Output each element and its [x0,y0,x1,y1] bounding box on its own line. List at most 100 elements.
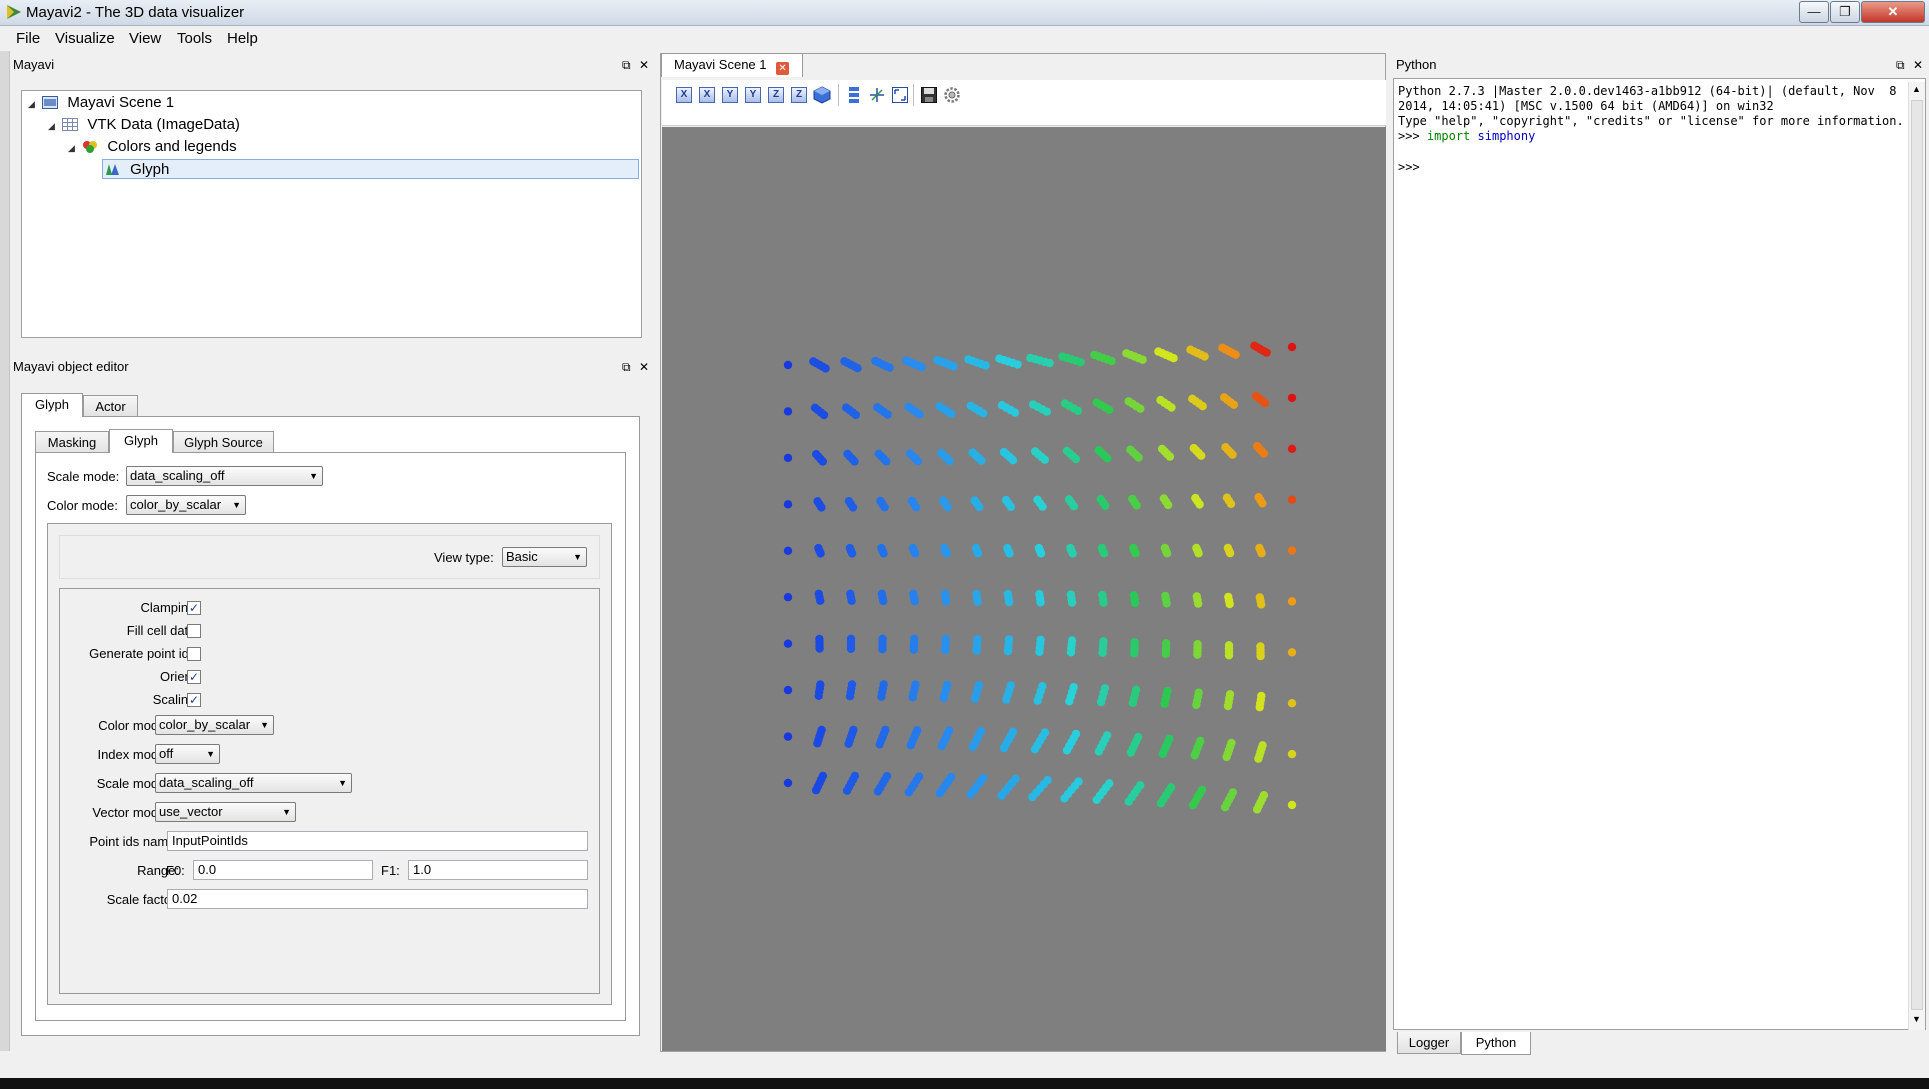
tree-item-glyph-selected[interactable]: Glyph [102,159,639,179]
glyph-sphere [973,549,983,558]
glyph-sphere [1258,499,1267,508]
point-ids-name-input[interactable]: InputPointIds [167,831,588,851]
glyph-sphere [973,597,982,606]
scale-factor-input[interactable]: 0.02 [167,889,588,909]
dropdown-arrow-icon: ▼ [206,749,215,759]
glyph-sphere [885,363,894,372]
glyph-sphere [1132,501,1141,510]
float-dock-icon[interactable]: ⧉ [622,58,631,72]
collapse-triangle-icon[interactable]: ◢ [48,121,55,131]
glyph-sphere [1169,354,1178,363]
glyph-sphere [1287,342,1297,352]
index-mode-select[interactable]: off ▼ [155,744,220,764]
save-icon[interactable] [920,86,938,104]
close-window-button[interactable]: ✕ [1861,1,1925,23]
menu-view[interactable]: View [129,30,162,47]
view-z-pos-button[interactable]: Z [791,87,807,103]
glyph-sphere [1195,500,1204,509]
generate-point-ids-checkbox[interactable] [187,647,201,661]
toolbar-separator [838,84,839,106]
view-type-select[interactable]: Basic ▼ [502,547,587,567]
glyph-sphere [979,409,988,418]
scroll-up-icon[interactable]: ▲ [1912,84,1921,94]
dropdown-arrow-icon: ▼ [309,471,318,481]
tab-actor[interactable]: Actor [83,395,138,417]
tab-python[interactable]: Python [1461,1032,1531,1055]
scrollbar-thumb[interactable] [1911,100,1923,1010]
parallel-projection-icon[interactable] [846,86,862,104]
color-mode-select[interactable]: color_by_scalar ▼ [126,495,246,515]
settings-icon[interactable] [943,86,961,104]
axes-icon[interactable] [868,86,886,104]
vector-mode-label: Vector mode: [92,805,169,820]
tab-masking[interactable]: Masking [35,431,109,453]
menu-file[interactable]: File [16,30,41,47]
tab-glyph-source[interactable]: Glyph Source [173,431,274,453]
console-prompt[interactable]: >>> [1398,160,1420,174]
float-dock-icon[interactable]: ⧉ [1896,58,1905,72]
collapse-triangle-icon[interactable]: ◢ [68,143,75,153]
view-x-pos-button[interactable]: X [699,87,715,103]
scale-mode-select-2[interactable]: data_scaling_off ▼ [155,773,352,793]
fullscreen-icon[interactable] [891,86,909,104]
glyph-sphere [947,409,956,418]
glyph-sphere [1223,701,1233,711]
tree-item-colors-legends[interactable]: ◢ Colors and legends [68,137,237,157]
python-console[interactable] [1393,78,1926,1030]
glyph-sphere [853,364,862,373]
view-x-neg-button[interactable]: X [676,87,692,103]
glyph-sphere [1198,402,1207,411]
menu-tools[interactable]: Tools [177,30,213,47]
tree-item-vtk-data[interactable]: ◢ VTK Data (ImageData) [48,115,240,135]
glyph-sphere [1060,794,1069,803]
range-f1-label: F1: [381,863,400,878]
glyph-sphere [906,741,915,750]
iso-view-icon[interactable] [813,86,831,104]
fill-cell-data-checkbox[interactable] [187,624,201,638]
tab-logger[interactable]: Logger [1397,1032,1461,1054]
minimize-button[interactable]: — [1799,1,1829,23]
tab-glyph-inner[interactable]: Glyph [109,429,173,453]
clamping-label: Clamping: [140,600,199,615]
glyph-sphere [1065,697,1074,706]
vector-mode-select[interactable]: use_vector ▼ [155,802,296,822]
tab-glyph-outer[interactable]: Glyph [21,393,83,417]
glyph-sphere [949,362,958,371]
tree-item-scene[interactable]: ◢ Mayavi Scene 1 [28,93,174,113]
scaling-checkbox[interactable]: ✓ [187,693,201,707]
close-dock-icon[interactable]: ✕ [639,58,650,72]
glyph-sphere [968,742,978,752]
close-dock-icon[interactable]: ✕ [639,360,650,374]
maximize-button[interactable]: ❐ [1830,1,1860,23]
range-f0-input[interactable]: 0.0 [193,860,373,880]
glyph-sphere [882,457,891,466]
orient-checkbox[interactable]: ✓ [187,670,201,684]
view-type-label: View type: [434,550,494,565]
view-y-neg-button[interactable]: Y [722,87,738,103]
glyph-sphere [821,364,830,373]
color-mode-select-2[interactable]: color_by_scalar ▼ [155,715,274,735]
glyph-sphere [783,639,793,648]
glyph-sphere [1287,800,1297,810]
close-dock-icon[interactable]: ✕ [1913,58,1924,72]
3d-scene-viewport[interactable] [662,127,1386,1051]
glyph-sphere [1030,745,1040,754]
menu-help[interactable]: Help [227,30,258,47]
glyph-sphere [783,778,793,788]
float-dock-icon[interactable]: ⧉ [622,360,631,374]
range-f1-input[interactable]: 1.0 [408,860,588,880]
clamping-checkbox[interactable]: ✓ [187,601,201,615]
scroll-down-icon[interactable]: ▼ [1912,1014,1921,1024]
menu-visualize[interactable]: Visualize [55,30,115,47]
glyph-sphere [817,503,826,512]
console-scrollbar[interactable]: ▲ ▼ [1908,82,1925,1030]
view-z-neg-button[interactable]: Z [768,87,784,103]
glyph-sphere [1131,549,1140,558]
glyph-sphere [1225,599,1234,609]
close-tab-icon[interactable]: ✕ [776,62,790,75]
collapse-triangle-icon[interactable]: ◢ [28,99,35,109]
tab-mayavi-scene-1[interactable]: Mayavi Scene 1 ✕ [661,53,803,77]
scale-mode-select[interactable]: data_scaling_off ▼ [126,466,323,486]
view-y-pos-button[interactable]: Y [745,87,761,103]
glyph-sphere [1062,746,1072,755]
